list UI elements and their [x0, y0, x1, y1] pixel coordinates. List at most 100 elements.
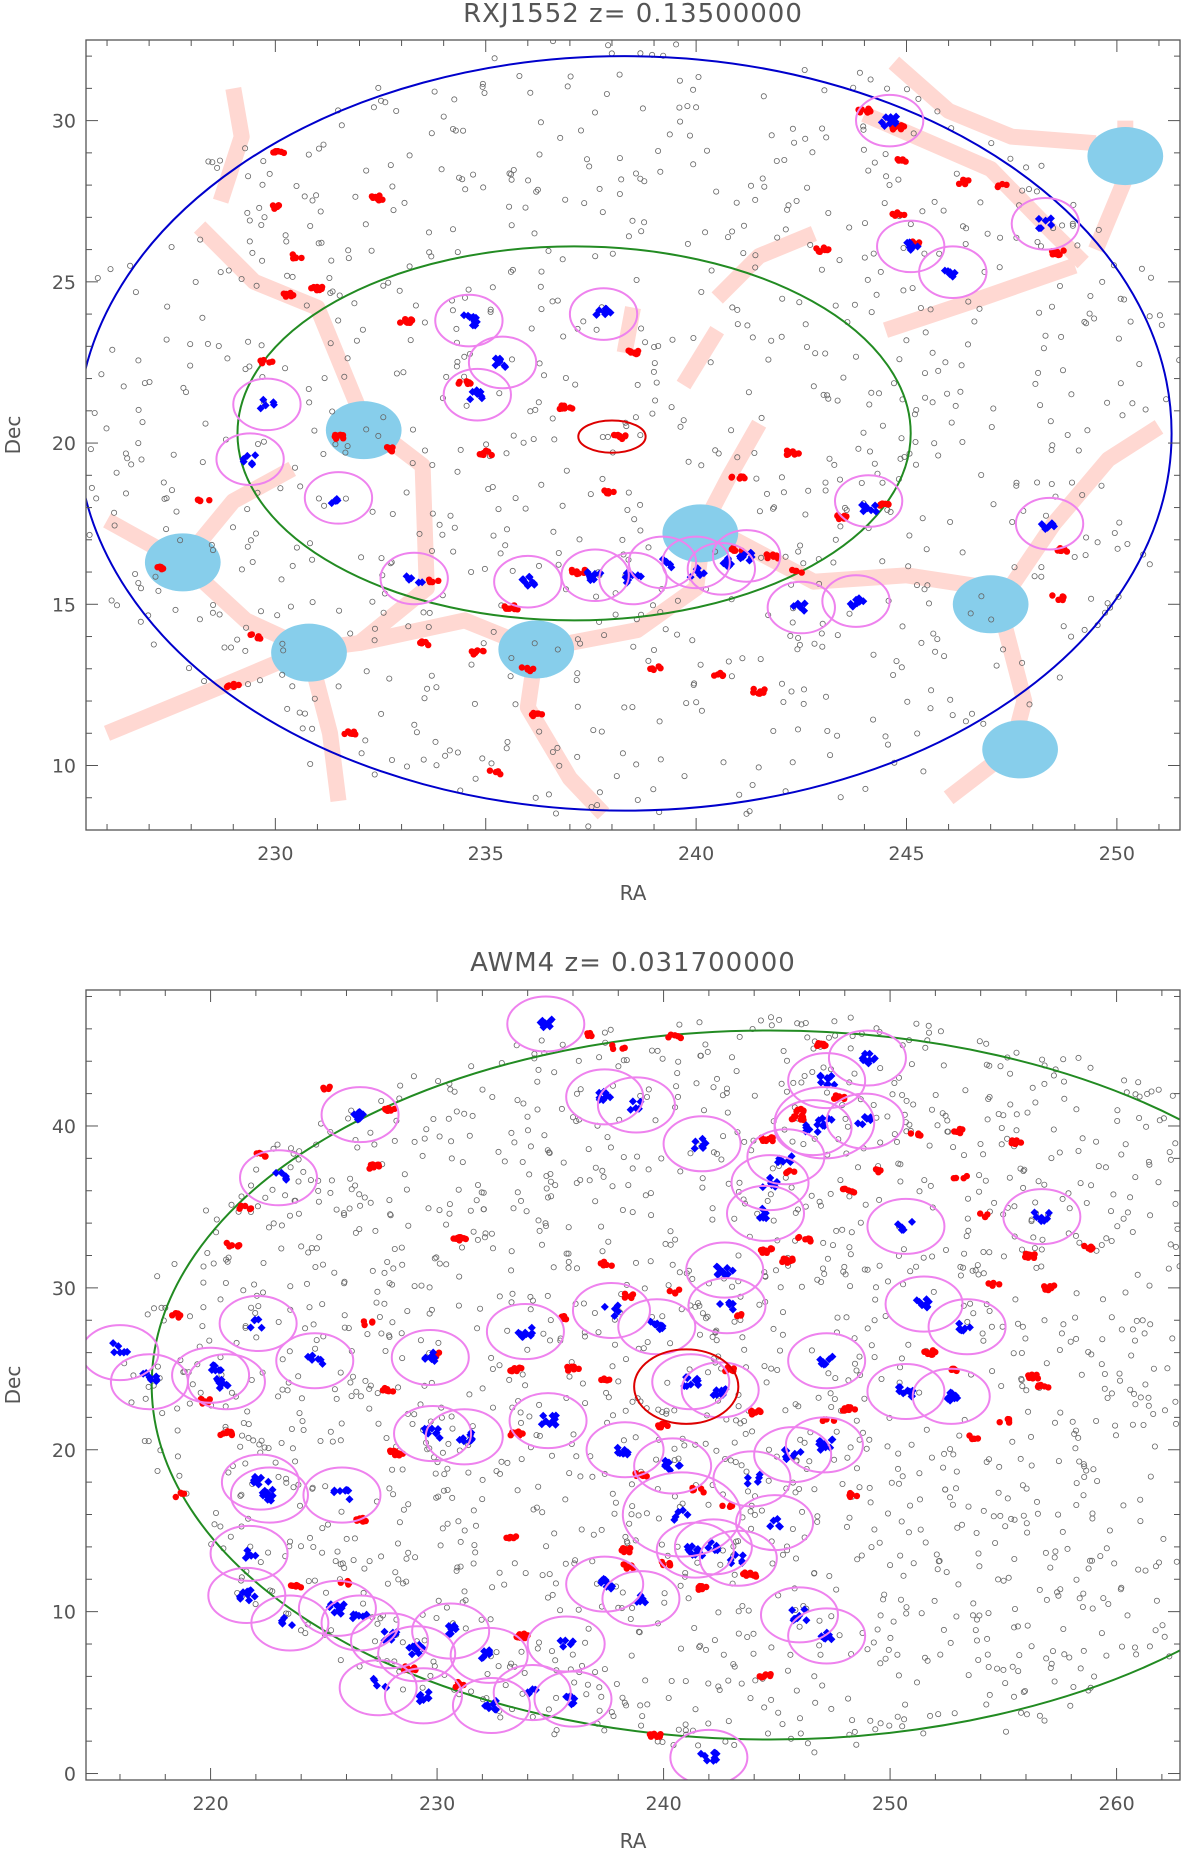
galaxy-point — [867, 448, 874, 455]
galaxy-point — [684, 103, 691, 110]
galaxy-point — [1114, 1107, 1121, 1114]
galaxy-point — [802, 321, 809, 328]
galaxy-point — [789, 619, 796, 626]
galaxy-point — [997, 1063, 1004, 1070]
red-point — [889, 126, 897, 133]
galaxy-point — [438, 166, 445, 173]
blue-point — [428, 1353, 437, 1362]
galaxy-point — [466, 1391, 473, 1398]
blue-point — [703, 1756, 711, 1765]
galaxy-point — [1146, 313, 1153, 320]
red-point — [236, 1205, 243, 1212]
galaxy-point — [934, 1122, 941, 1129]
galaxy-point — [920, 1730, 927, 1737]
red-point — [225, 682, 233, 689]
galaxy-point — [592, 253, 599, 260]
galaxy-point — [260, 158, 267, 165]
galaxy-point — [867, 76, 874, 83]
galaxy-point — [599, 433, 606, 440]
galaxy-point — [650, 368, 657, 375]
galaxy-point — [1111, 1560, 1118, 1567]
galaxy-point — [641, 1285, 648, 1292]
blue-point — [427, 1424, 436, 1433]
galaxy-point — [907, 221, 914, 228]
galaxy-point — [888, 1479, 895, 1486]
galaxy-point — [881, 1591, 888, 1598]
galaxy-point — [501, 1158, 508, 1165]
galaxy-point — [919, 208, 926, 215]
galaxy-point — [887, 508, 894, 515]
galaxy-point — [202, 420, 209, 427]
blue-point — [468, 387, 477, 396]
galaxy-point — [1134, 1271, 1141, 1278]
galaxy-point — [950, 1451, 957, 1458]
galaxy-point — [338, 122, 345, 129]
galaxy-point — [389, 1319, 396, 1326]
galaxy-point — [863, 1445, 870, 1452]
galaxy-point — [1114, 1118, 1121, 1125]
galaxy-point — [152, 573, 159, 580]
galaxy-point — [459, 176, 466, 183]
galaxy-point — [461, 373, 468, 380]
galaxy-point — [295, 1178, 302, 1185]
blue-point — [712, 1386, 721, 1395]
galaxy-point — [503, 745, 510, 752]
galaxy-point — [470, 171, 477, 178]
galaxy-point — [399, 1355, 406, 1362]
blue-point — [259, 395, 268, 404]
galaxy-point — [508, 1248, 515, 1255]
galaxy-point — [818, 266, 825, 273]
galaxy-point — [761, 1704, 768, 1711]
blue-point — [743, 1473, 752, 1482]
galaxy-point — [393, 370, 400, 377]
galaxy-point — [420, 609, 427, 616]
galaxy-point — [1013, 479, 1020, 486]
red-point — [783, 447, 791, 454]
galaxy-point — [527, 1143, 534, 1150]
galaxy-point — [1083, 1467, 1090, 1474]
galaxy-point — [258, 1437, 265, 1444]
blue-point — [277, 1168, 286, 1177]
galaxy-point — [900, 287, 907, 294]
galaxy-point — [789, 1138, 796, 1145]
galaxy-point — [868, 309, 875, 316]
red-point — [248, 631, 256, 638]
blue-point — [123, 1347, 132, 1356]
galaxy-point — [876, 390, 883, 397]
group-circle — [434, 293, 504, 348]
galaxy-point — [381, 1269, 388, 1276]
galaxy-point — [847, 1014, 854, 1021]
galaxy-point — [738, 1462, 745, 1469]
galaxy-point — [286, 1212, 293, 1219]
group-circle — [753, 1426, 833, 1484]
galaxy-point — [970, 1612, 977, 1619]
blue-point — [861, 1049, 869, 1058]
galaxy-point — [431, 1255, 438, 1262]
galaxy-point — [1105, 1601, 1112, 1608]
galaxy-point — [522, 505, 529, 512]
blue-point — [800, 599, 809, 608]
galaxy-point — [699, 1184, 706, 1191]
galaxy-point — [549, 1648, 556, 1655]
blue-point — [713, 1270, 722, 1279]
galaxy-point — [959, 549, 966, 556]
galaxy-point — [536, 1639, 543, 1646]
galaxy-point — [817, 1651, 824, 1658]
galaxy-point — [1132, 1401, 1139, 1408]
galaxy-point — [141, 1438, 148, 1445]
galaxy-point — [963, 1233, 970, 1240]
red-point — [172, 1493, 179, 1501]
galaxy-point — [451, 96, 458, 103]
galaxy-point — [1060, 1056, 1067, 1063]
galaxy-point — [316, 1234, 323, 1241]
galaxy-point — [496, 390, 503, 397]
galaxy-point — [466, 1132, 473, 1139]
galaxy-point — [341, 1278, 348, 1285]
galaxy-point — [1036, 1586, 1043, 1593]
galaxy-point — [645, 1166, 652, 1173]
galaxy-point — [493, 1468, 500, 1475]
red-point — [566, 404, 574, 411]
galaxy-point — [716, 1687, 723, 1694]
galaxy-point — [543, 1543, 550, 1550]
galaxy-point — [433, 1615, 440, 1622]
